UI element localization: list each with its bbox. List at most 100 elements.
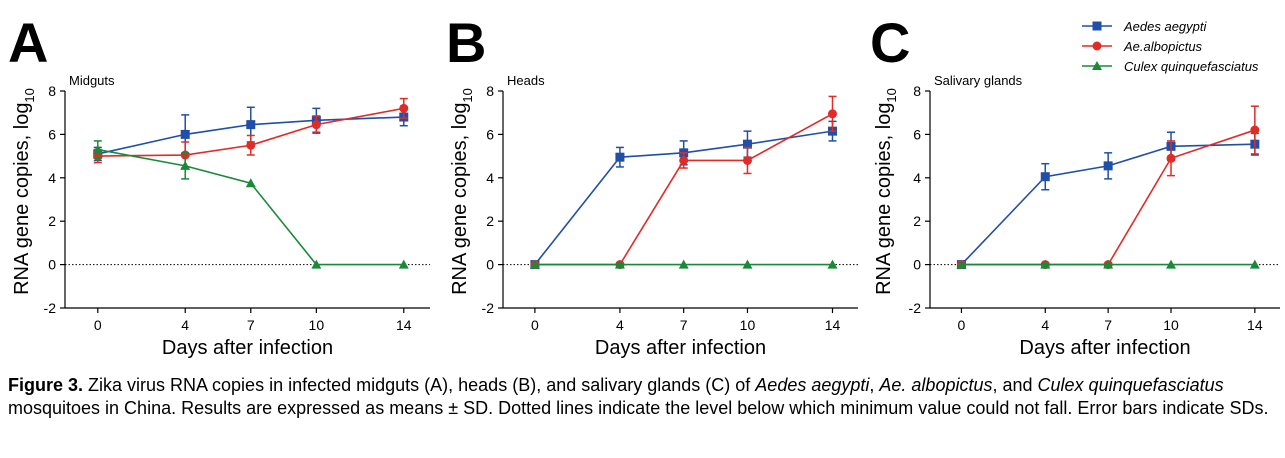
x-tick-label: 14	[825, 317, 841, 333]
caption-text-2: ,	[869, 375, 880, 395]
data-point	[615, 152, 625, 162]
y-tick-label: 4	[486, 170, 494, 186]
y-tick-label: 2	[48, 213, 56, 229]
y-tick-label: 8	[913, 83, 921, 99]
panel-c: C Salivary glands -2 0 2 4 6 8 0 4 7 10 14 Days after…	[870, 11, 1280, 359]
y-tick-label: 8	[48, 83, 56, 99]
caption-species-3: Culex quinquefasciatus	[1037, 375, 1224, 395]
x-tick-label: 0	[958, 317, 966, 333]
y-tick-label: 0	[48, 257, 56, 273]
y-axis-label-subscript: 10	[22, 88, 37, 102]
data-point	[614, 259, 625, 269]
data-point	[742, 139, 752, 149]
caption-text-3: , and	[992, 375, 1038, 395]
x-tick-label: 14	[1247, 317, 1263, 333]
y-tick-label: 0	[913, 257, 921, 273]
data-point	[92, 144, 103, 154]
data-point	[529, 259, 540, 269]
y-axis-label-main: RNA gene copies, log	[11, 103, 33, 295]
panel-title: Heads	[507, 73, 545, 88]
figure: A Midguts -2 0 2 4 6 8 0 4 7 10 14 Days after infecti…	[8, 11, 1280, 359]
x-tick-label: 0	[531, 317, 539, 333]
x-tick-label: 7	[680, 317, 688, 333]
panel-letter: C	[870, 11, 910, 74]
data-point	[180, 129, 190, 139]
data-point	[398, 259, 409, 269]
y-axis-label-subscript: 10	[884, 88, 899, 102]
y-tick-label: 8	[486, 83, 494, 99]
x-tick-label: 4	[1041, 317, 1049, 333]
data-point	[245, 178, 256, 188]
x-axis-label: Days after infection	[1019, 337, 1190, 359]
figure-caption: Figure 3. Zika virus RNA copies in infec…	[8, 374, 1278, 420]
series-line	[961, 129, 1256, 266]
x-tick-label: 0	[94, 317, 102, 333]
data-point	[1040, 172, 1050, 182]
x-tick-label: 10	[1163, 317, 1179, 333]
data-point	[246, 140, 256, 150]
data-point	[1103, 259, 1114, 269]
y-axis-label-main: RNA gene copies, log	[449, 103, 471, 295]
series-line	[534, 113, 833, 266]
data-point	[827, 259, 838, 269]
x-tick-label: 14	[396, 317, 412, 333]
y-axis-label: RNA gene copies, log10	[449, 88, 475, 295]
data-point	[1103, 161, 1113, 171]
data-point	[1250, 125, 1260, 135]
y-tick-label: 4	[48, 170, 56, 186]
y-tick-label: 0	[486, 257, 494, 273]
x-tick-label: 4	[616, 317, 624, 333]
x-tick-label: 7	[247, 317, 255, 333]
y-tick-label: -2	[482, 300, 495, 316]
x-tick-label: 7	[1104, 317, 1112, 333]
legend-marker	[1092, 61, 1102, 70]
data-point	[956, 259, 967, 269]
y-tick-label: 4	[913, 170, 921, 186]
y-tick-label: 6	[913, 126, 921, 142]
y-tick-label: 2	[913, 213, 921, 229]
panel-title: Midguts	[69, 73, 115, 88]
data-point	[311, 120, 321, 130]
y-tick-label: 6	[486, 126, 494, 142]
panel-a: A Midguts -2 0 2 4 6 8 0 4 7 10 14 Days after infecti…	[8, 11, 430, 359]
caption-text-4: mosquitoes in China. Results are express…	[8, 398, 1269, 418]
data-point	[180, 160, 191, 170]
panel-letter: B	[446, 11, 486, 74]
y-tick-label: -2	[909, 300, 922, 316]
y-axis-label: RNA gene copies, log10	[11, 88, 37, 295]
data-point	[1166, 153, 1176, 163]
data-point	[742, 155, 752, 165]
data-point	[1040, 259, 1051, 269]
data-point	[679, 155, 689, 165]
legend-marker	[1092, 41, 1102, 51]
caption-species-1: Aedes aegypti	[755, 375, 870, 395]
data-point	[399, 103, 409, 113]
series-line	[97, 148, 404, 266]
legend-marker	[1092, 21, 1102, 31]
y-axis-label: RNA gene copies, log10	[873, 88, 899, 295]
legend: Aedes aegypti Ae.albopictus Culex quinquef…	[1082, 19, 1259, 74]
x-tick-label: 4	[181, 317, 189, 333]
y-tick-label: 6	[48, 126, 56, 142]
data-point	[827, 109, 837, 119]
panel-title: Salivary glands	[934, 73, 1023, 88]
x-axis-label: Days after infection	[595, 337, 766, 359]
panel-letter: A	[8, 11, 48, 74]
y-axis-label-subscript: 10	[460, 88, 475, 102]
x-tick-label: 10	[740, 317, 756, 333]
data-point	[246, 120, 256, 130]
legend-label: Culex quinquefasciatus	[1124, 59, 1259, 74]
caption-label: Figure 3.	[8, 375, 84, 395]
caption-species-2: Ae. albopictus	[879, 375, 993, 395]
caption-text-1: Zika virus RNA copies in infected midgut…	[83, 375, 756, 395]
legend-label: Ae.albopictus	[1123, 39, 1203, 54]
y-tick-label: -2	[44, 300, 57, 316]
panel-b: B Heads -2 0 2 4 6 8 0 4 7 10 14 Days after infection…	[446, 11, 858, 359]
data-point	[311, 259, 322, 269]
y-tick-label: 2	[486, 213, 494, 229]
x-axis-label: Days after infection	[162, 337, 333, 359]
data-point	[742, 259, 753, 269]
x-tick-label: 10	[309, 317, 325, 333]
legend-label: Aedes aegypti	[1123, 19, 1208, 34]
data-point	[1249, 259, 1260, 269]
